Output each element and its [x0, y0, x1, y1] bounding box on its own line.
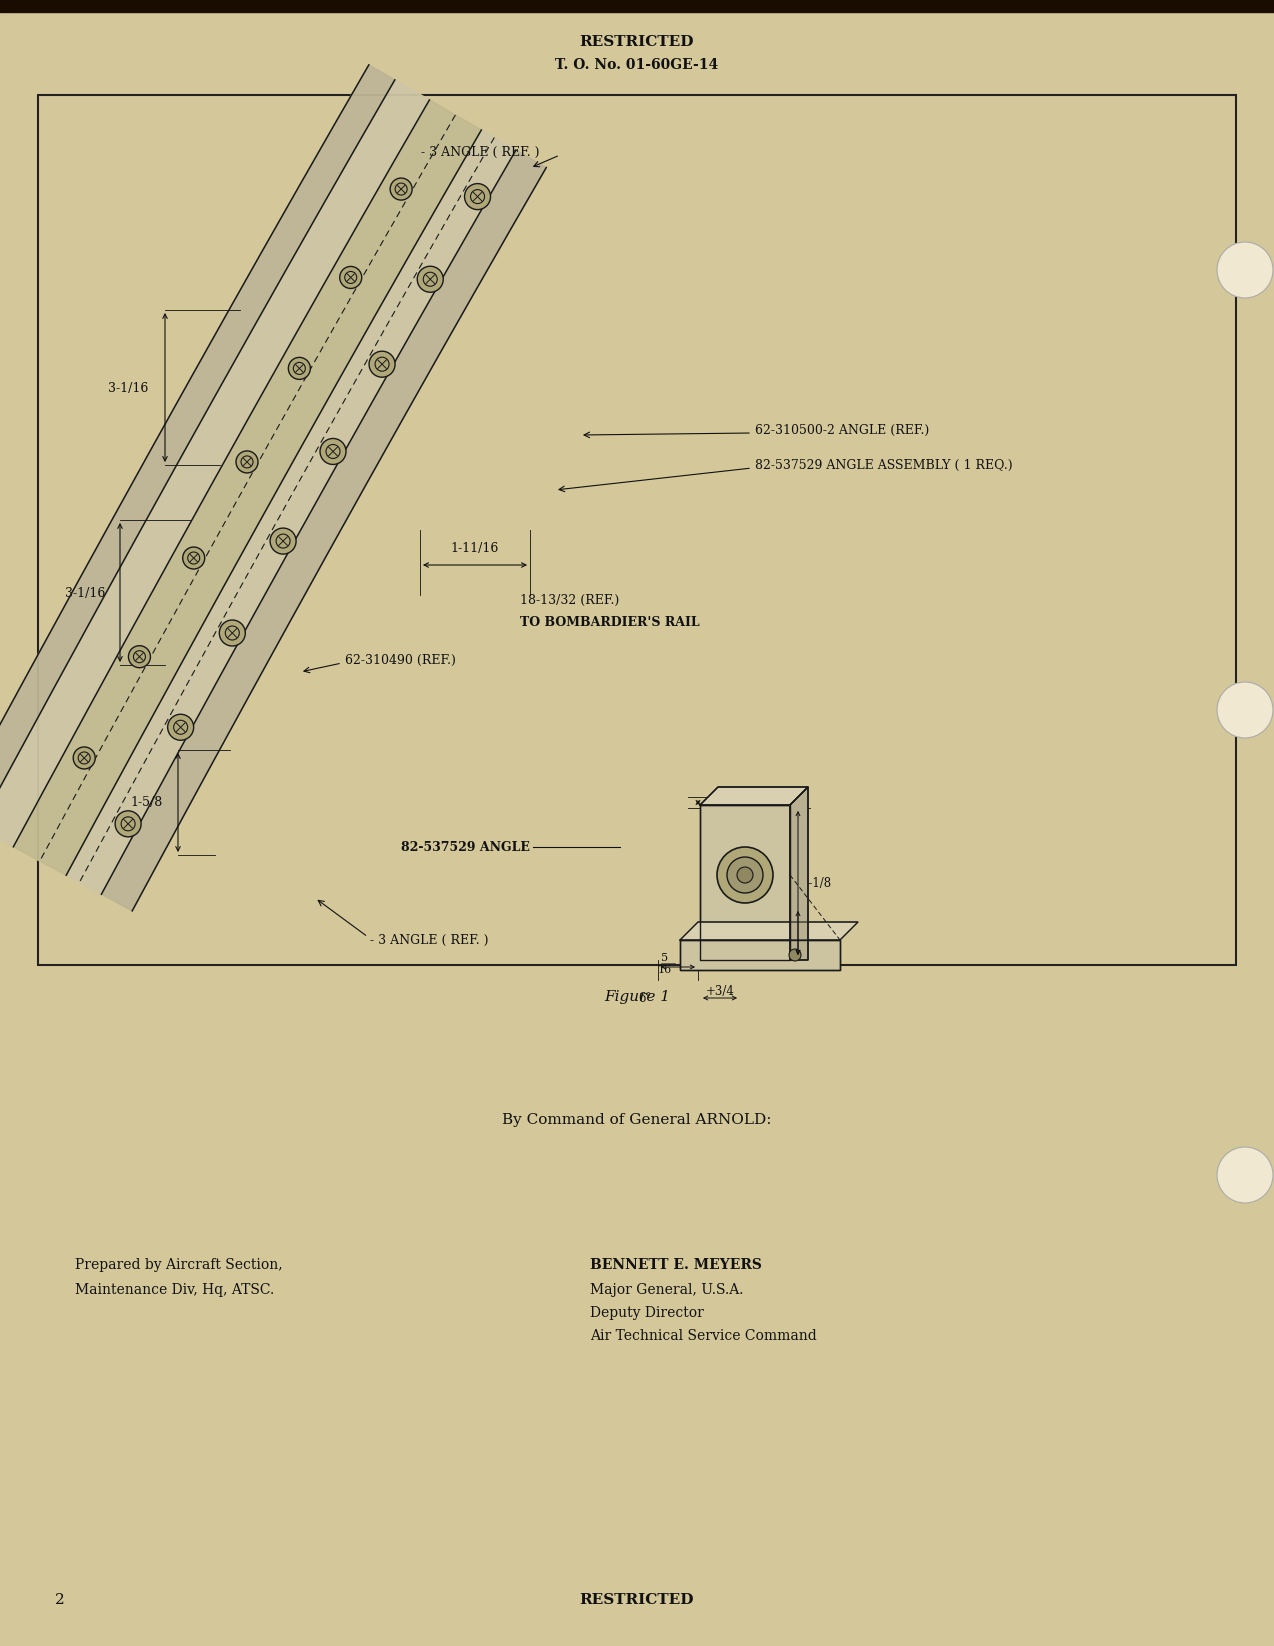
Text: - 3 ANGLE ( REF. ): - 3 ANGLE ( REF. ) — [369, 933, 488, 946]
Circle shape — [219, 621, 246, 645]
Circle shape — [390, 178, 413, 201]
Text: 2: 2 — [55, 1593, 65, 1606]
Circle shape — [465, 184, 490, 209]
Polygon shape — [699, 787, 808, 805]
Circle shape — [168, 714, 194, 741]
Text: 1-5/8: 1-5/8 — [131, 795, 163, 808]
Bar — [38, 95, 1236, 965]
Circle shape — [340, 267, 362, 288]
Text: Major General, U.S.A.: Major General, U.S.A. — [590, 1282, 744, 1297]
Circle shape — [717, 848, 773, 904]
Text: T. O. No. 01-60GE-14: T. O. No. 01-60GE-14 — [555, 58, 719, 72]
Text: 3-1/16: 3-1/16 — [107, 382, 148, 395]
Text: Figure 1: Figure 1 — [604, 989, 670, 1004]
Circle shape — [1217, 681, 1273, 737]
Text: 1/2: 1/2 — [740, 795, 759, 808]
Polygon shape — [102, 150, 547, 910]
Text: Prepared by Aircraft Section,: Prepared by Aircraft Section, — [75, 1258, 283, 1272]
Text: 5: 5 — [661, 953, 669, 963]
Polygon shape — [680, 940, 840, 969]
Circle shape — [270, 528, 296, 555]
Text: +3/4: +3/4 — [706, 984, 734, 997]
Circle shape — [115, 811, 141, 836]
Circle shape — [369, 351, 395, 377]
Circle shape — [789, 950, 801, 961]
Polygon shape — [699, 805, 790, 960]
Text: - 3 ANGLE ( REF. ): - 3 ANGLE ( REF. ) — [420, 145, 539, 158]
Text: Maintenance Div, Hq, ATSC.: Maintenance Div, Hq, ATSC. — [75, 1282, 274, 1297]
Text: Air Technical Service Command: Air Technical Service Command — [590, 1328, 817, 1343]
Circle shape — [736, 867, 753, 882]
Circle shape — [182, 546, 205, 570]
Text: RESTRICTED: RESTRICTED — [580, 1593, 694, 1606]
Text: 16: 16 — [657, 965, 673, 974]
Circle shape — [320, 438, 347, 464]
Text: RESTRICTED: RESTRICTED — [580, 35, 694, 49]
Polygon shape — [0, 64, 395, 828]
Text: 16: 16 — [803, 942, 817, 951]
Text: Deputy Director: Deputy Director — [590, 1305, 703, 1320]
Polygon shape — [14, 100, 482, 876]
Polygon shape — [66, 130, 516, 894]
Text: BENNETT E. MEYERS: BENNETT E. MEYERS — [590, 1258, 762, 1272]
Text: 6°: 6° — [638, 991, 652, 1004]
Text: TO BOMBARDIER'S RAIL: TO BOMBARDIER'S RAIL — [520, 616, 699, 629]
Circle shape — [236, 451, 259, 472]
Polygon shape — [0, 81, 429, 846]
Text: By Command of General ARNOLD:: By Command of General ARNOLD: — [502, 1113, 772, 1128]
Circle shape — [418, 267, 443, 293]
Circle shape — [73, 747, 96, 769]
Polygon shape — [790, 787, 808, 960]
Circle shape — [1217, 1147, 1273, 1203]
Text: 82-537529 ANGLE: 82-537529 ANGLE — [401, 841, 530, 854]
Circle shape — [727, 858, 763, 894]
Text: 82-537529 ANGLE ASSEMBLY ( 1 REQ.): 82-537529 ANGLE ASSEMBLY ( 1 REQ.) — [755, 459, 1013, 471]
Text: 1-1/8: 1-1/8 — [803, 877, 832, 889]
Polygon shape — [0, 64, 547, 910]
Text: 3-1/16: 3-1/16 — [65, 586, 104, 599]
Text: 5: 5 — [803, 928, 809, 938]
Polygon shape — [680, 922, 857, 940]
Text: 1-11/16: 1-11/16 — [451, 542, 499, 555]
Circle shape — [129, 645, 150, 668]
Text: 62-310490 (REF.): 62-310490 (REF.) — [345, 653, 456, 667]
Text: 62-310500-2 ANGLE (REF.): 62-310500-2 ANGLE (REF.) — [755, 423, 929, 436]
Text: 18-13/32 (REF.): 18-13/32 (REF.) — [520, 594, 619, 606]
Circle shape — [1217, 242, 1273, 298]
Circle shape — [288, 357, 311, 379]
